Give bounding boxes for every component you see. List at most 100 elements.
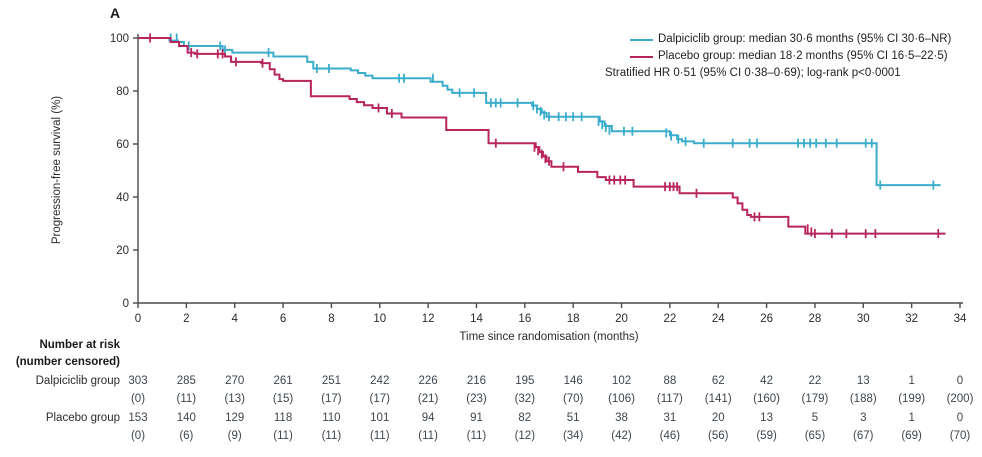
y-tick-label: 40 xyxy=(116,192,129,204)
x-tick-label: 26 xyxy=(760,313,773,325)
x-tick-label: 6 xyxy=(280,313,286,325)
at-risk-value: 22 xyxy=(808,375,822,387)
at-risk-value: 270 xyxy=(225,375,245,387)
dalpiciclib-line-swatch xyxy=(630,38,653,41)
censored-value: (0) xyxy=(130,393,146,405)
risk-row-label-dalpiciclib: Dalpiciclib group xyxy=(35,375,120,387)
placebo-line-swatch xyxy=(630,55,653,58)
x-tick-label: 20 xyxy=(615,313,628,325)
censored-value: (188) xyxy=(849,393,877,405)
risk-table-header-2: (number censored) xyxy=(15,356,120,368)
censored-value: (199) xyxy=(898,393,926,405)
legend: Dalpiciclib group: median 30·6 months (9… xyxy=(605,31,982,82)
at-risk-value: 31 xyxy=(663,412,677,424)
x-tick-label: 14 xyxy=(470,313,483,325)
censored-value: (6) xyxy=(179,430,194,442)
censored-value: (32) xyxy=(514,393,536,405)
censored-value: (11) xyxy=(369,430,390,442)
at-risk-value: 110 xyxy=(322,412,341,424)
at-risk-value: 140 xyxy=(176,412,196,424)
censored-value: (179) xyxy=(801,393,829,405)
at-risk-value: 129 xyxy=(225,412,245,424)
at-risk-value: 38 xyxy=(615,412,628,424)
censored-value: (11) xyxy=(273,430,293,442)
legend-note: Stratified HR 0·51 (95% CI 0·38–0·69); l… xyxy=(605,67,901,79)
survival-curve-dalpiciclib xyxy=(138,37,941,187)
at-risk-value: 242 xyxy=(370,375,390,387)
legend-entry-dalpiciclib: Dalpiciclib group: median 30·6 months (9… xyxy=(630,31,982,48)
x-tick-label: 8 xyxy=(328,313,334,325)
x-tick-label: 0 xyxy=(135,313,141,325)
at-risk-value: 216 xyxy=(466,375,487,387)
y-tick-label: 60 xyxy=(116,139,129,151)
y-tick-label: 80 xyxy=(116,86,129,98)
censored-value: (11) xyxy=(418,430,438,442)
censored-value: (46) xyxy=(659,430,681,442)
censored-value: (17) xyxy=(369,393,390,405)
at-risk-value: 261 xyxy=(273,375,293,387)
censored-value: (65) xyxy=(804,430,826,442)
at-risk-value: 101 xyxy=(370,412,390,424)
censored-value: (67) xyxy=(853,430,874,442)
censored-value: (59) xyxy=(756,430,777,442)
censored-value: (160) xyxy=(753,393,780,405)
panel-label: A xyxy=(110,5,121,21)
at-risk-value: 94 xyxy=(421,412,435,424)
x-tick-label: 10 xyxy=(373,313,386,325)
x-tick-label: 18 xyxy=(567,313,580,325)
at-risk-value: 1 xyxy=(908,412,915,424)
censored-value: (12) xyxy=(514,430,536,442)
legend-entry-label: Dalpiciclib group: median 30·6 months (9… xyxy=(658,33,952,45)
censored-value: (17) xyxy=(321,393,342,405)
censored-value: (200) xyxy=(946,393,974,405)
censored-value: (0) xyxy=(130,430,146,442)
censored-value: (69) xyxy=(901,430,922,442)
censored-value: (11) xyxy=(321,430,342,442)
at-risk-value: 0 xyxy=(956,412,964,424)
censored-value: (34) xyxy=(562,430,584,442)
at-risk-value: 51 xyxy=(566,412,580,424)
survival-curve-placebo xyxy=(138,37,946,235)
x-tick-label: 16 xyxy=(518,313,531,325)
censored-value: (141) xyxy=(704,393,732,405)
at-risk-value: 91 xyxy=(470,412,483,424)
risk-row-label-placebo: Placebo group xyxy=(45,412,120,424)
at-risk-value: 5 xyxy=(811,412,819,424)
censored-value: (70) xyxy=(949,430,971,442)
x-tick-label: 34 xyxy=(954,313,967,325)
at-risk-value: 251 xyxy=(321,375,341,387)
censored-value: (117) xyxy=(656,393,683,405)
at-risk-value: 1 xyxy=(908,375,915,387)
at-risk-value: 195 xyxy=(515,375,535,387)
at-risk-value: 118 xyxy=(273,412,293,424)
at-risk-value: 226 xyxy=(418,375,438,387)
x-tick-label: 30 xyxy=(857,313,870,325)
y-tick-label: 100 xyxy=(110,33,129,45)
x-tick-label: 24 xyxy=(712,313,725,325)
at-risk-value: 13 xyxy=(760,412,773,424)
legend-entry-placebo: Placebo group: median 18·2 months (95% C… xyxy=(630,48,982,65)
at-risk-value: 13 xyxy=(856,375,870,387)
at-risk-value: 42 xyxy=(760,375,773,387)
at-risk-value: 303 xyxy=(128,375,148,387)
at-risk-value: 0 xyxy=(956,375,964,387)
censored-value: (13) xyxy=(224,393,245,405)
censored-value: (42) xyxy=(611,430,632,442)
censored-value: (21) xyxy=(417,393,439,405)
at-risk-value: 82 xyxy=(518,412,532,424)
x-tick-label: 22 xyxy=(663,313,676,325)
at-risk-value: 146 xyxy=(563,375,583,387)
at-risk-value: 153 xyxy=(128,412,148,424)
y-tick-label: 20 xyxy=(116,245,129,257)
at-risk-value: 88 xyxy=(663,375,677,387)
risk-table-header-1: Number at risk xyxy=(39,339,120,351)
at-risk-value: 20 xyxy=(711,412,725,424)
x-axis-title: Time since randomisation (months) xyxy=(459,331,639,343)
x-tick-label: 2 xyxy=(183,313,189,325)
censored-value: (15) xyxy=(272,393,294,405)
censored-value: (9) xyxy=(227,430,242,442)
x-tick-label: 12 xyxy=(422,313,435,325)
censored-value: (70) xyxy=(562,393,584,405)
